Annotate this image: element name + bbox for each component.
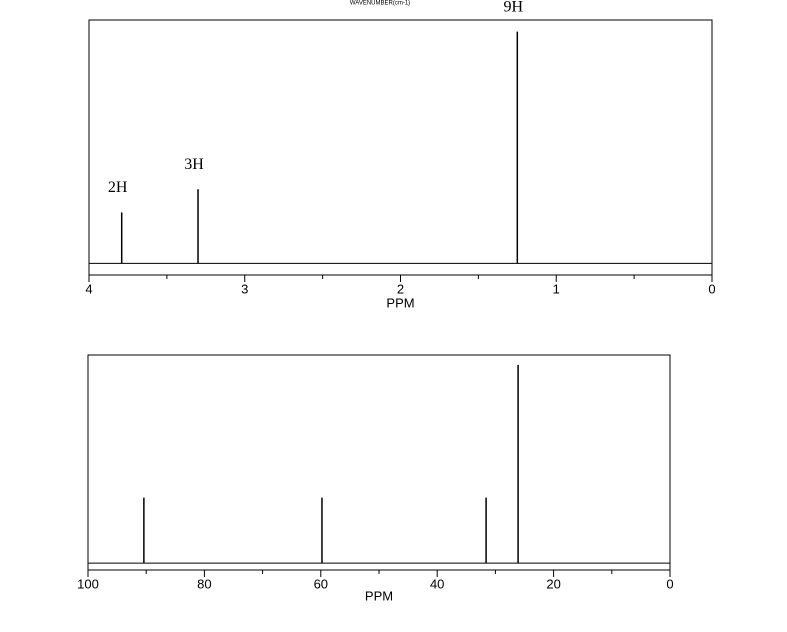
x-tick-label: 60 <box>314 576 328 591</box>
x-tick-label: 80 <box>197 576 211 591</box>
x-tick-label: 0 <box>708 281 715 296</box>
peak-label: 2H <box>108 179 128 196</box>
x-axis-label: PPM <box>365 588 393 603</box>
x-tick-label: 20 <box>546 576 560 591</box>
x-tick-label: 2 <box>397 281 404 296</box>
x-tick-label: 0 <box>666 576 673 591</box>
x-tick-label: 1 <box>553 281 560 296</box>
plot-frame <box>87 354 671 571</box>
header-text: WAVENUMBER(cm-1) <box>350 1 410 7</box>
peak-label: 3H <box>184 156 204 173</box>
x-tick-label: 4 <box>85 281 92 296</box>
x-tick-label: 100 <box>77 576 99 591</box>
x-tick-label: 3 <box>241 281 248 296</box>
x-axis-label: PPM <box>386 295 414 310</box>
peak-label: 9H <box>504 0 524 15</box>
x-tick-label: 40 <box>430 576 444 591</box>
plot-frame <box>88 19 713 276</box>
